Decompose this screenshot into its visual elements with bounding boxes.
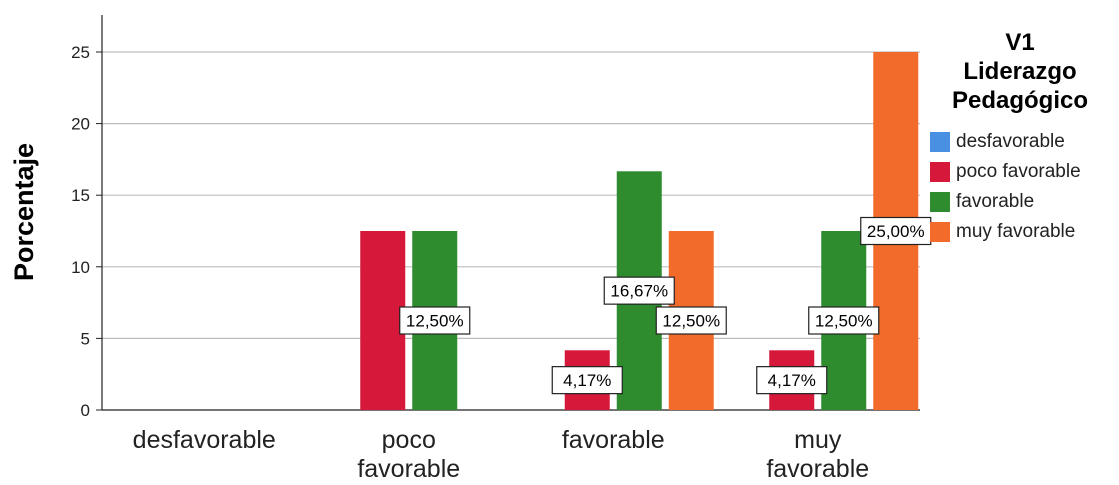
data-label: 4,17%: [551, 366, 623, 395]
legend-item: poco favorable: [930, 157, 1115, 187]
legend-item: favorable: [930, 187, 1115, 217]
data-label-box: [603, 276, 675, 305]
data-label-text: 12,50%: [815, 312, 873, 331]
y-tick-label: 20: [71, 115, 90, 134]
x-tick-label-line: muy: [794, 426, 842, 454]
legend: V1 Liderazgo Pedagógico desfavorable poc…: [925, 28, 1115, 247]
legend-title-line: Pedagógico: [951, 87, 1089, 114]
legend-title-line: Liderazgo: [963, 58, 1077, 85]
y-tick-label: 10: [71, 258, 90, 277]
data-label-box: [860, 216, 932, 246]
x-tick-label-line: poco: [382, 426, 436, 454]
legend-swatch: [930, 222, 950, 242]
data-label-box: [655, 306, 727, 335]
data-labels: 12,50% 4,17% 16,67% 12,50% 4,17% 12,50% 25,00%: [399, 216, 932, 395]
data-label: 16,67%: [603, 276, 675, 305]
legend-title-line: V1: [1005, 29, 1035, 56]
data-label: 12,50%: [655, 306, 727, 335]
y-tick-label: 5: [81, 329, 90, 348]
x-tick-label: desfavorable: [133, 426, 276, 454]
x-tick-label-line: favorable: [357, 455, 460, 483]
data-label-text: 12,50%: [662, 312, 720, 331]
y-tick-label: 25: [71, 43, 90, 62]
legend-item: muy favorable: [930, 217, 1115, 247]
x-tick-label: favorable: [562, 426, 665, 454]
data-label-box: [808, 306, 880, 335]
data-label-box: [399, 306, 471, 335]
data-label-text: 12,50%: [406, 312, 464, 331]
gridlines: [102, 51, 920, 339]
legend-label: favorable: [956, 191, 1035, 212]
legend-title: V1 Liderazgo Pedagógico: [925, 28, 1115, 115]
legend-label: desfavorable: [956, 131, 1065, 152]
legend-label: muy favorable: [956, 221, 1076, 242]
data-label-box: [756, 366, 828, 395]
data-label: 4,17%: [756, 366, 828, 395]
data-label: 25,00%: [860, 216, 932, 246]
bar: [360, 231, 406, 410]
legend-items: desfavorable poco favorable favorable mu…: [925, 127, 1115, 247]
data-label-text: 4,17%: [563, 371, 611, 390]
y-tick-label: 0: [81, 401, 90, 420]
x-tick-label: poco favorable: [357, 426, 460, 483]
y-tick-label: 15: [71, 186, 90, 205]
x-tick-label-line: desfavorable: [133, 426, 276, 454]
data-label-box: [551, 366, 623, 395]
legend-swatch: [930, 132, 950, 152]
data-label-text: 4,17%: [768, 371, 816, 390]
legend-label: poco favorable: [956, 161, 1081, 182]
legend-swatch: [930, 192, 950, 212]
data-label-text: 16,67%: [610, 282, 668, 301]
x-tick-label-line: favorable: [766, 455, 869, 483]
data-label-text: 25,00%: [867, 222, 925, 241]
bars: [360, 52, 919, 410]
y-axis-label: Porcentaje: [9, 143, 39, 281]
x-tick-label: muy favorable: [766, 426, 869, 483]
data-label: 12,50%: [399, 306, 471, 335]
legend-swatch: [930, 162, 950, 182]
legend-item: desfavorable: [930, 127, 1115, 157]
data-label: 12,50%: [808, 306, 880, 335]
x-tick-label-line: favorable: [562, 426, 665, 454]
